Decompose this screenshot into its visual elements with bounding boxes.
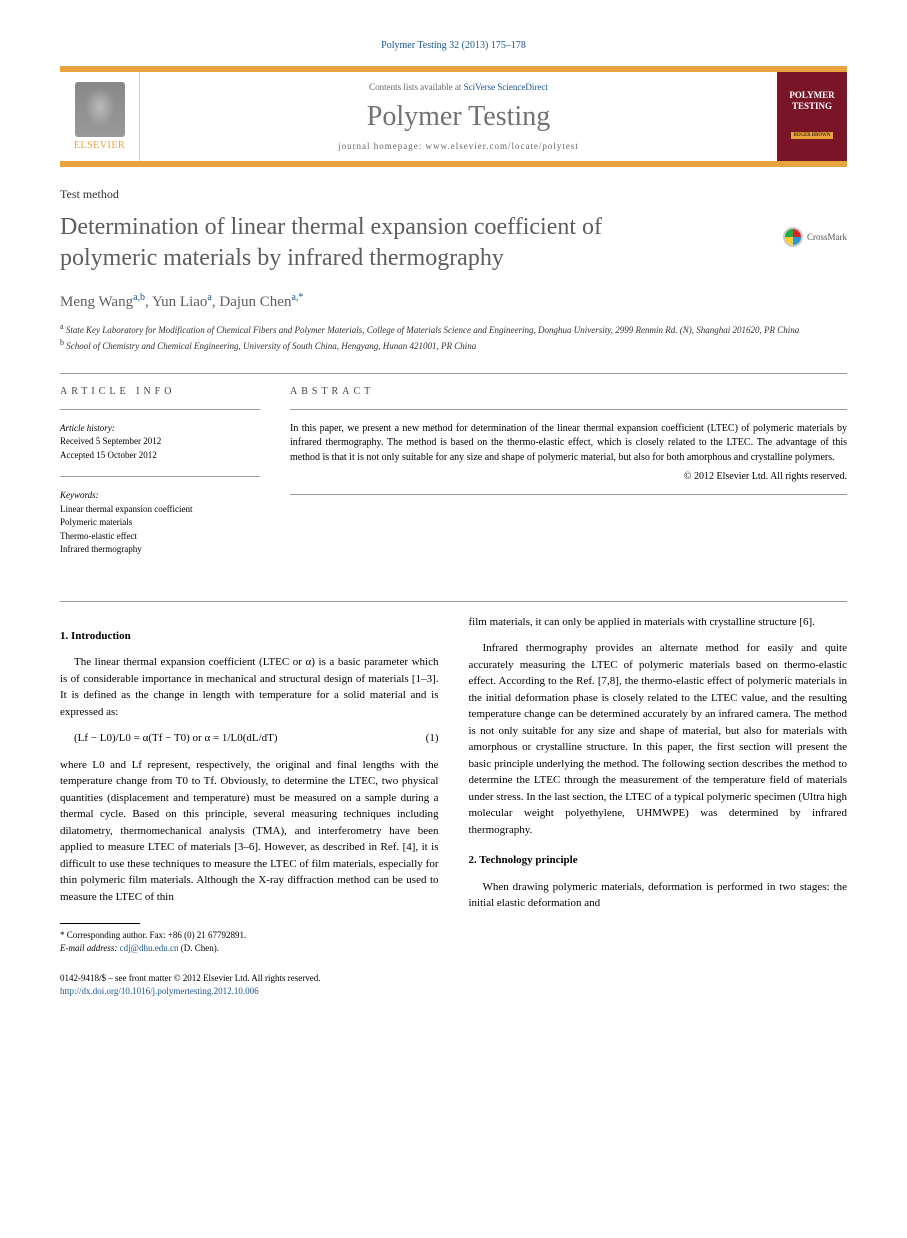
issn-line: 0142-9418/$ – see front matter © 2012 El… <box>60 972 847 985</box>
abstract-column: ABSTRACT In this paper, we present a new… <box>290 386 847 571</box>
crossmark-badge[interactable]: CrossMark <box>783 227 847 247</box>
doi-link[interactable]: http://dx.doi.org/10.1016/j.polymertesti… <box>60 986 259 996</box>
body-paragraph: where L0 and Lf represent, respectively,… <box>60 757 439 906</box>
article-info-label: ARTICLE INFO <box>60 386 260 397</box>
section-heading: 1. Introduction <box>60 628 439 645</box>
footnote-separator <box>60 923 140 924</box>
accepted-date: Accepted 15 October 2012 <box>60 449 260 463</box>
crossmark-label: CrossMark <box>807 232 847 242</box>
abstract-copyright: © 2012 Elsevier Ltd. All rights reserved… <box>290 471 847 482</box>
homepage-url[interactable]: www.elsevier.com/locate/polytest <box>426 141 579 151</box>
affiliation: a State Key Laboratory for Modification … <box>60 321 847 337</box>
publisher-name: ELSEVIER <box>74 140 125 151</box>
affil-sup: a <box>60 322 64 331</box>
section-heading: 2. Technology principle <box>469 852 848 869</box>
crossmark-icon <box>783 227 803 247</box>
author-sup: a <box>207 292 211 303</box>
body-text: 1. Introduction The linear thermal expan… <box>60 614 847 955</box>
header-center: Contents lists available at SciVerse Sci… <box>140 72 777 161</box>
corresponding-author: * Corresponding author. Fax: +86 (0) 21 … <box>60 929 439 942</box>
received-date: Received 5 September 2012 <box>60 435 260 449</box>
divider <box>60 601 847 602</box>
homepage-line: journal homepage: www.elsevier.com/locat… <box>150 141 767 151</box>
divider <box>60 409 260 410</box>
keyword: Infrared thermography <box>60 543 260 557</box>
keyword: Thermo-elastic effect <box>60 530 260 544</box>
authors-line: Meng Wanga,b, Yun Liaoa, Dajun Chena,* <box>60 292 847 311</box>
affil-sup: b <box>60 338 64 347</box>
article-history: Article history: Received 5 September 20… <box>60 422 260 463</box>
keyword: Linear thermal expansion coefficient <box>60 503 260 517</box>
equation: (Lf − L0)/L0 = α(Tf − T0) or α = 1/L0(dL… <box>74 730 439 747</box>
divider <box>290 494 847 495</box>
body-paragraph: Infrared thermography provides an altern… <box>469 640 848 838</box>
email-line: E-mail address: cdj@dhu.edu.cn (D. Chen)… <box>60 942 439 955</box>
footer-bar: 0142-9418/$ – see front matter © 2012 El… <box>60 972 847 997</box>
contents-available-line: Contents lists available at SciVerse Sci… <box>150 82 767 92</box>
cover-editor: ROGER BROWN <box>791 132 834 139</box>
sciencedirect-link[interactable]: SciVerse ScienceDirect <box>464 82 548 92</box>
divider <box>60 373 847 374</box>
affiliation: b School of Chemistry and Chemical Engin… <box>60 337 847 353</box>
journal-name: Polymer Testing <box>150 101 767 133</box>
cover-title: POLYMER TESTING <box>781 90 843 112</box>
footnotes: * Corresponding author. Fax: +86 (0) 21 … <box>60 929 439 954</box>
article-info-column: ARTICLE INFO Article history: Received 5… <box>60 386 260 571</box>
abstract-label: ABSTRACT <box>290 386 847 397</box>
author-name: Dajun Chen <box>219 294 291 310</box>
keywords-label: Keywords: <box>60 489 260 503</box>
affil-text: School of Chemistry and Chemical Enginee… <box>66 341 476 351</box>
author-sup: a,* <box>291 292 303 303</box>
equation-body: (Lf − L0)/L0 = α(Tf − T0) or α = 1/L0(dL… <box>74 730 278 747</box>
email-label: E-mail address: <box>60 943 117 953</box>
right-column: film materials, it can only be applied i… <box>469 614 848 955</box>
email-link[interactable]: cdj@dhu.edu.cn <box>120 943 179 953</box>
divider <box>60 476 260 477</box>
divider <box>290 409 847 410</box>
journal-reference: Polymer Testing 32 (2013) 175–178 <box>60 40 847 51</box>
affiliations: a State Key Laboratory for Modification … <box>60 321 847 352</box>
affil-text: State Key Laboratory for Modification of… <box>66 325 799 335</box>
equation-number: (1) <box>426 730 439 747</box>
homepage-prefix: journal homepage: <box>338 141 425 151</box>
journal-header: ELSEVIER Contents lists available at Sci… <box>60 66 847 167</box>
journal-cover-thumb[interactable]: POLYMER TESTING ROGER BROWN <box>777 72 847 161</box>
author-name: Meng Wang <box>60 294 133 310</box>
body-paragraph: When drawing polymeric materials, deform… <box>469 879 848 912</box>
publisher-logo[interactable]: ELSEVIER <box>60 72 140 161</box>
keywords-block: Keywords: Linear thermal expansion coeff… <box>60 489 260 557</box>
article-title: Determination of linear thermal expansio… <box>60 212 700 274</box>
article-type: Test method <box>60 187 847 202</box>
contents-prefix: Contents lists available at <box>369 82 463 92</box>
elsevier-tree-icon <box>75 82 125 137</box>
author-sup: a,b <box>133 292 145 303</box>
abstract-text: In this paper, we present a new method f… <box>290 422 847 466</box>
body-paragraph: The linear thermal expansion coefficient… <box>60 654 439 720</box>
left-column: 1. Introduction The linear thermal expan… <box>60 614 439 955</box>
keyword: Polymeric materials <box>60 516 260 530</box>
author-name: Yun Liao <box>152 294 207 310</box>
body-paragraph: film materials, it can only be applied i… <box>469 614 848 631</box>
history-label: Article history: <box>60 422 260 436</box>
email-suffix: (D. Chen). <box>181 943 219 953</box>
